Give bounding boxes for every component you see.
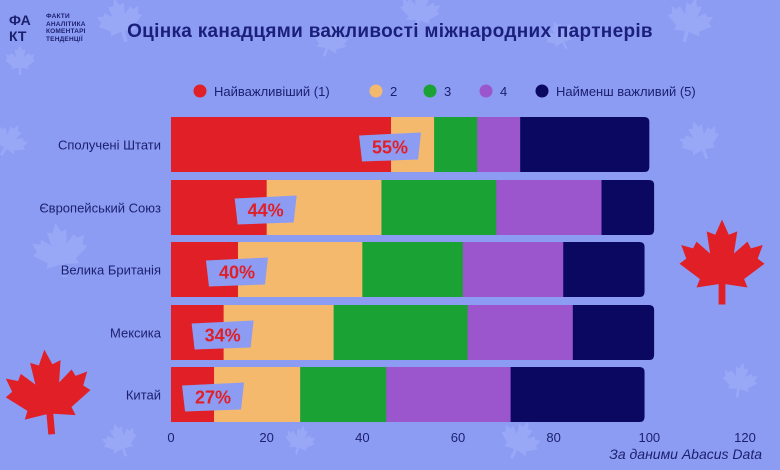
- maple-leaf-icon: [5, 349, 91, 435]
- bar-segment: [510, 367, 645, 422]
- percent-label-box: [182, 382, 245, 412]
- bar-segment: [381, 180, 497, 235]
- bar-segment: [462, 242, 564, 297]
- percent-label-box: [191, 320, 254, 350]
- bar-segment: [386, 367, 512, 422]
- legend-swatch: [193, 84, 207, 98]
- maple-leaf-icon: [722, 362, 758, 398]
- x-tick-label: 0: [167, 430, 174, 445]
- legend-label: Найважливіший (1): [214, 84, 330, 99]
- x-tick-label: 20: [259, 430, 273, 445]
- percent-label: 27%: [195, 388, 231, 408]
- legend: Найважливіший (1) 2 3 4 Найменш важливий (5): [193, 84, 696, 99]
- bar-segment: [601, 180, 655, 235]
- percent-label: 44%: [248, 201, 284, 221]
- logo-line: ФАКТИ: [46, 13, 70, 20]
- svg-text:КТ: КТ: [9, 28, 27, 44]
- logo-line: АНАЛІТИКА: [46, 20, 86, 28]
- maple-leaf-icon: [501, 421, 541, 459]
- chart-title: Оцінка канадцями важливості міжнародних …: [127, 21, 653, 42]
- category-label: Мексика: [110, 326, 162, 341]
- x-tick-label: 80: [546, 430, 560, 445]
- x-tick-label: 60: [451, 430, 465, 445]
- maple-leaf-icon: [679, 121, 720, 160]
- bar-segment: [300, 367, 387, 422]
- category-label: Велика Британія: [61, 263, 161, 278]
- bar-segment: [496, 180, 602, 235]
- bar-segment: [572, 305, 655, 360]
- bar-segment: [171, 117, 392, 172]
- logo-line: КОМЕНТАРІ: [46, 28, 86, 35]
- bars-area: Сполучені Штати 55% Європейський Союз 44% Ве…: [39, 117, 655, 422]
- maple-leaf-background: [0, 0, 765, 459]
- percent-label-box: [205, 257, 268, 287]
- category-label: Європейський Союз: [39, 201, 161, 216]
- legend-swatch: [479, 84, 493, 98]
- maple-leaf-icon: [668, 0, 714, 43]
- legend-swatch: [423, 84, 437, 98]
- logo-text: ФАКТИ АНАЛІТИКА КОМЕНТАРІ ТЕНДЕНЦІЇ: [46, 13, 86, 43]
- bar-segment: [434, 117, 478, 172]
- maple-leaf-icon: [96, 0, 142, 43]
- x-tick-label: 40: [355, 430, 369, 445]
- bar-segment: [477, 117, 521, 172]
- percent-label-box: [359, 132, 422, 162]
- legend-swatch: [369, 84, 383, 98]
- maple-leaf-icon: [313, 23, 349, 57]
- maple-leaf-icon: [32, 222, 88, 278]
- svg-text:ФА: ФА: [9, 12, 31, 28]
- maple-leaf-icon: [101, 423, 137, 457]
- logo-icon: ФА КТ: [8, 10, 42, 44]
- legend-label: Найменш важливий (5): [556, 84, 696, 99]
- maple-leaf-icon: [0, 124, 29, 156]
- maple-leaf-icon: [285, 425, 316, 455]
- maple-leaf-icon: [4, 45, 35, 75]
- bar-segment: [563, 242, 645, 297]
- percent-label: 34%: [205, 326, 241, 346]
- category-label: Сполучені Штати: [58, 138, 161, 153]
- x-tick-label: 120: [734, 430, 756, 445]
- legend-label: 3: [444, 84, 451, 99]
- legend-label: 2: [390, 84, 397, 99]
- maple-leaf-icon: [679, 219, 765, 305]
- legend-label: 4: [500, 84, 507, 99]
- bar-segment: [333, 305, 469, 360]
- x-tick-label: 100: [638, 430, 660, 445]
- percent-label: 40%: [219, 263, 255, 283]
- legend-swatch: [535, 84, 549, 98]
- x-axis: 0 20 40 60 80 100 120: [167, 430, 755, 445]
- category-label: Китай: [126, 388, 161, 403]
- maple-leaf-icon: [400, 0, 441, 30]
- percent-label-box: [234, 195, 297, 225]
- logo-line: ТЕНДЕНЦІЇ: [46, 35, 83, 43]
- bar-segment: [467, 305, 574, 360]
- percent-label: 55%: [372, 138, 408, 158]
- bar-segment: [362, 242, 464, 297]
- source-note: За даними Abacus Data: [609, 446, 762, 462]
- maple-leaf-icon: [544, 21, 574, 50]
- bar-segment: [520, 117, 650, 172]
